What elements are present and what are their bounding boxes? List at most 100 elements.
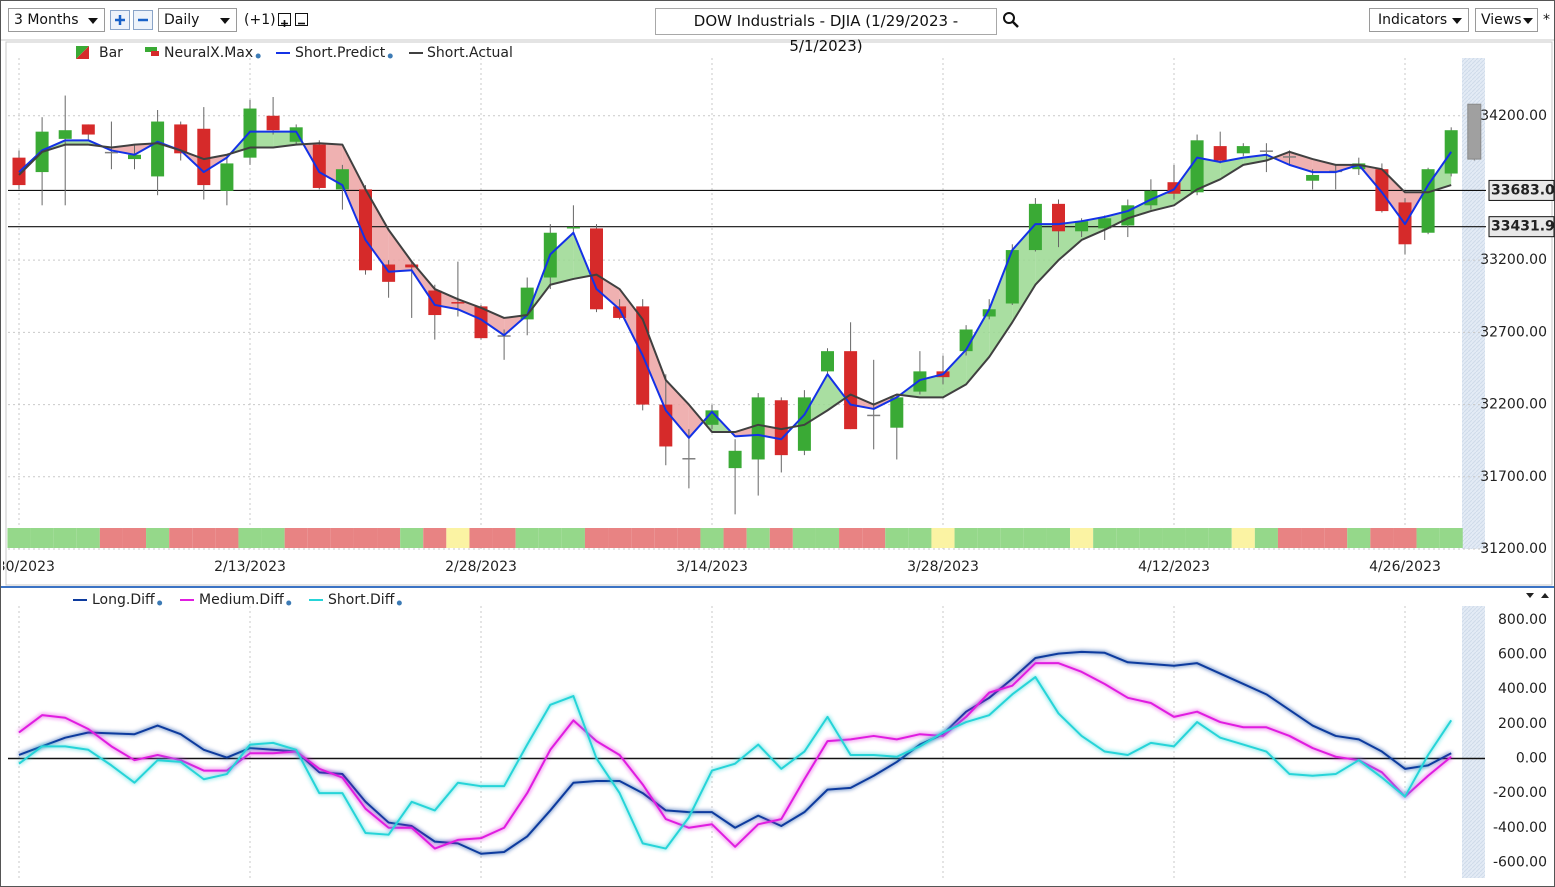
signal-cell: [353, 528, 378, 548]
y-tick-label: 32200.00: [1480, 397, 1547, 413]
y-tick-label: 31700.00: [1480, 469, 1547, 485]
views-menu[interactable]: Views: [1475, 8, 1538, 32]
candle-body: [1190, 140, 1204, 193]
y-tick-label: 34200.00: [1480, 108, 1547, 124]
y-tick-label: -600.00: [1493, 854, 1547, 870]
signal-cell: [192, 528, 216, 548]
price-label-box: [1488, 179, 1555, 201]
candle-body: [405, 264, 419, 268]
zoom-out-button[interactable]: [133, 10, 153, 30]
spread-fill: [1220, 157, 1244, 180]
signal-cell: [1277, 528, 1302, 548]
projection-zone: [1462, 606, 1485, 878]
y-tick-label: 0.00: [1516, 750, 1547, 766]
price-label: 33683.03: [1491, 182, 1555, 198]
legend-icon: [151, 51, 159, 56]
candle-body: [1283, 156, 1296, 158]
legend-icon: [145, 47, 157, 52]
legend-dot: [396, 600, 402, 606]
candle-body: [751, 397, 765, 460]
legend-dot: [286, 600, 292, 606]
candle-body: [682, 458, 696, 460]
signal-cell: [1000, 528, 1024, 548]
legend-label: Short.Actual: [427, 45, 513, 61]
candle-body: [1075, 221, 1089, 232]
signal-cell: [469, 528, 493, 548]
legend-label: Medium.Diff: [199, 592, 284, 608]
zoom-in-button[interactable]: [110, 10, 130, 30]
signal-cell: [169, 528, 193, 548]
candle-body: [151, 121, 165, 177]
spread-fill: [1312, 159, 1336, 173]
offset-minus-button[interactable]: [295, 13, 308, 26]
candle-body: [867, 414, 881, 417]
candle-body: [1236, 146, 1250, 154]
y-tick-label: 200.00: [1498, 716, 1547, 732]
legend-label: Bar: [99, 45, 123, 61]
candle-body: [982, 309, 996, 317]
candle-body: [104, 151, 118, 154]
search-icon[interactable]: [1002, 11, 1020, 29]
indicators-label: Indicators: [1378, 12, 1448, 28]
candle-body: [58, 130, 72, 139]
y-tick-label: 33200.00: [1480, 252, 1547, 268]
signal-cell: [931, 528, 955, 548]
signal-cell: [1023, 528, 1047, 548]
signal-cell: [1393, 528, 1417, 548]
spread-fill: [388, 229, 412, 272]
signal-cell: [977, 528, 1001, 548]
signal-cell: [238, 528, 262, 548]
legend-label: NeuralX.Max: [164, 45, 253, 61]
candle-body: [451, 302, 465, 304]
candle-body: [220, 163, 234, 191]
x-tick-label: 4/12/2023: [1138, 559, 1210, 575]
signal-cell: [1116, 528, 1140, 548]
projection-zone: [1462, 58, 1485, 549]
signal-cell: [1093, 528, 1117, 548]
signal-cell: [377, 528, 401, 548]
signal-cell: [1324, 528, 1348, 548]
symbol-title[interactable]: DOW Industrials - DJIA (1/29/2023 - 5/1/…: [655, 8, 997, 55]
signal-cell: [769, 528, 793, 548]
signal-cell: [608, 528, 632, 548]
signal-cell: [700, 528, 724, 548]
plus-icon: [115, 15, 125, 25]
signal-cell: [631, 528, 655, 548]
series-line: [18, 130, 1453, 441]
signal-cell: [215, 528, 239, 548]
candle-body: [1467, 103, 1482, 160]
panel-collapse-icon[interactable]: [1526, 593, 1534, 598]
candle-body: [1259, 150, 1273, 152]
views-label: Views: [1481, 12, 1522, 28]
candle-body: [1028, 203, 1042, 251]
panel-expand-icon[interactable]: [1541, 593, 1549, 598]
signal-cell: [862, 528, 886, 548]
signal-cell: [1208, 528, 1232, 548]
series-line: [18, 676, 1453, 850]
y-tick-label: 32700.00: [1480, 324, 1547, 340]
interval-select[interactable]: Daily: [158, 8, 237, 32]
y-tick-label: -200.00: [1493, 785, 1547, 801]
signal-cell: [423, 528, 447, 548]
signal-cell: [492, 528, 516, 548]
signal-cell: [76, 528, 100, 548]
offset-label: (+1): [244, 12, 276, 28]
period-select[interactable]: 3 Months: [8, 8, 105, 32]
signal-cell: [746, 528, 770, 548]
candle-body: [844, 351, 858, 430]
spread-fill: [966, 309, 990, 385]
indicators-menu[interactable]: Indicators: [1369, 8, 1469, 32]
x-tick-label: 2/28/2023: [445, 559, 517, 575]
signal-cell: [330, 528, 354, 548]
signal-cell: [654, 528, 678, 548]
signal-cell: [122, 528, 147, 548]
x-tick-label: 3/14/2023: [676, 559, 748, 575]
signal-cell: [561, 528, 585, 548]
signal-cell: [1185, 528, 1209, 548]
offset-plus-button[interactable]: [278, 13, 291, 27]
candle-body: [1005, 250, 1019, 304]
candle-body: [728, 450, 742, 469]
signal-cell: [1139, 528, 1163, 548]
legend-dot: [255, 53, 261, 59]
